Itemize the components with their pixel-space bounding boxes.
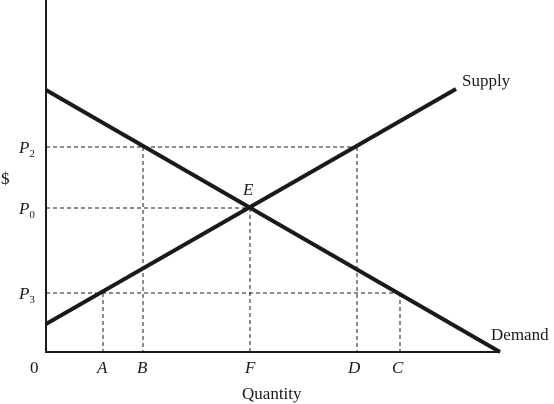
p3-label: P3 — [18, 284, 35, 306]
demand-label: Demand — [491, 325, 549, 344]
x-axis-label: Quantity — [242, 384, 302, 403]
quantity-label-b: B — [137, 358, 148, 377]
quantity-label-c: C — [392, 358, 404, 377]
equilibrium-label: E — [242, 180, 254, 199]
demand-curve — [45, 88, 501, 354]
quantity-label-a: A — [96, 358, 108, 377]
origin-label: 0 — [30, 358, 39, 377]
p2-label-base: P — [18, 138, 29, 157]
supply-label: Supply — [462, 71, 511, 90]
p2-label-sub: 2 — [29, 148, 35, 160]
p3-label-sub: 3 — [29, 294, 35, 306]
quantity-label-f: F — [244, 358, 256, 377]
p0-label-base: P — [18, 199, 29, 218]
y-axis-label: $ — [1, 169, 10, 188]
p0-label-sub: 0 — [29, 209, 35, 221]
p3-label-base: P — [18, 284, 29, 303]
p0-label: P0 — [18, 199, 35, 221]
quantity-label-d: D — [347, 358, 361, 377]
p2-label: P2 — [18, 138, 35, 160]
